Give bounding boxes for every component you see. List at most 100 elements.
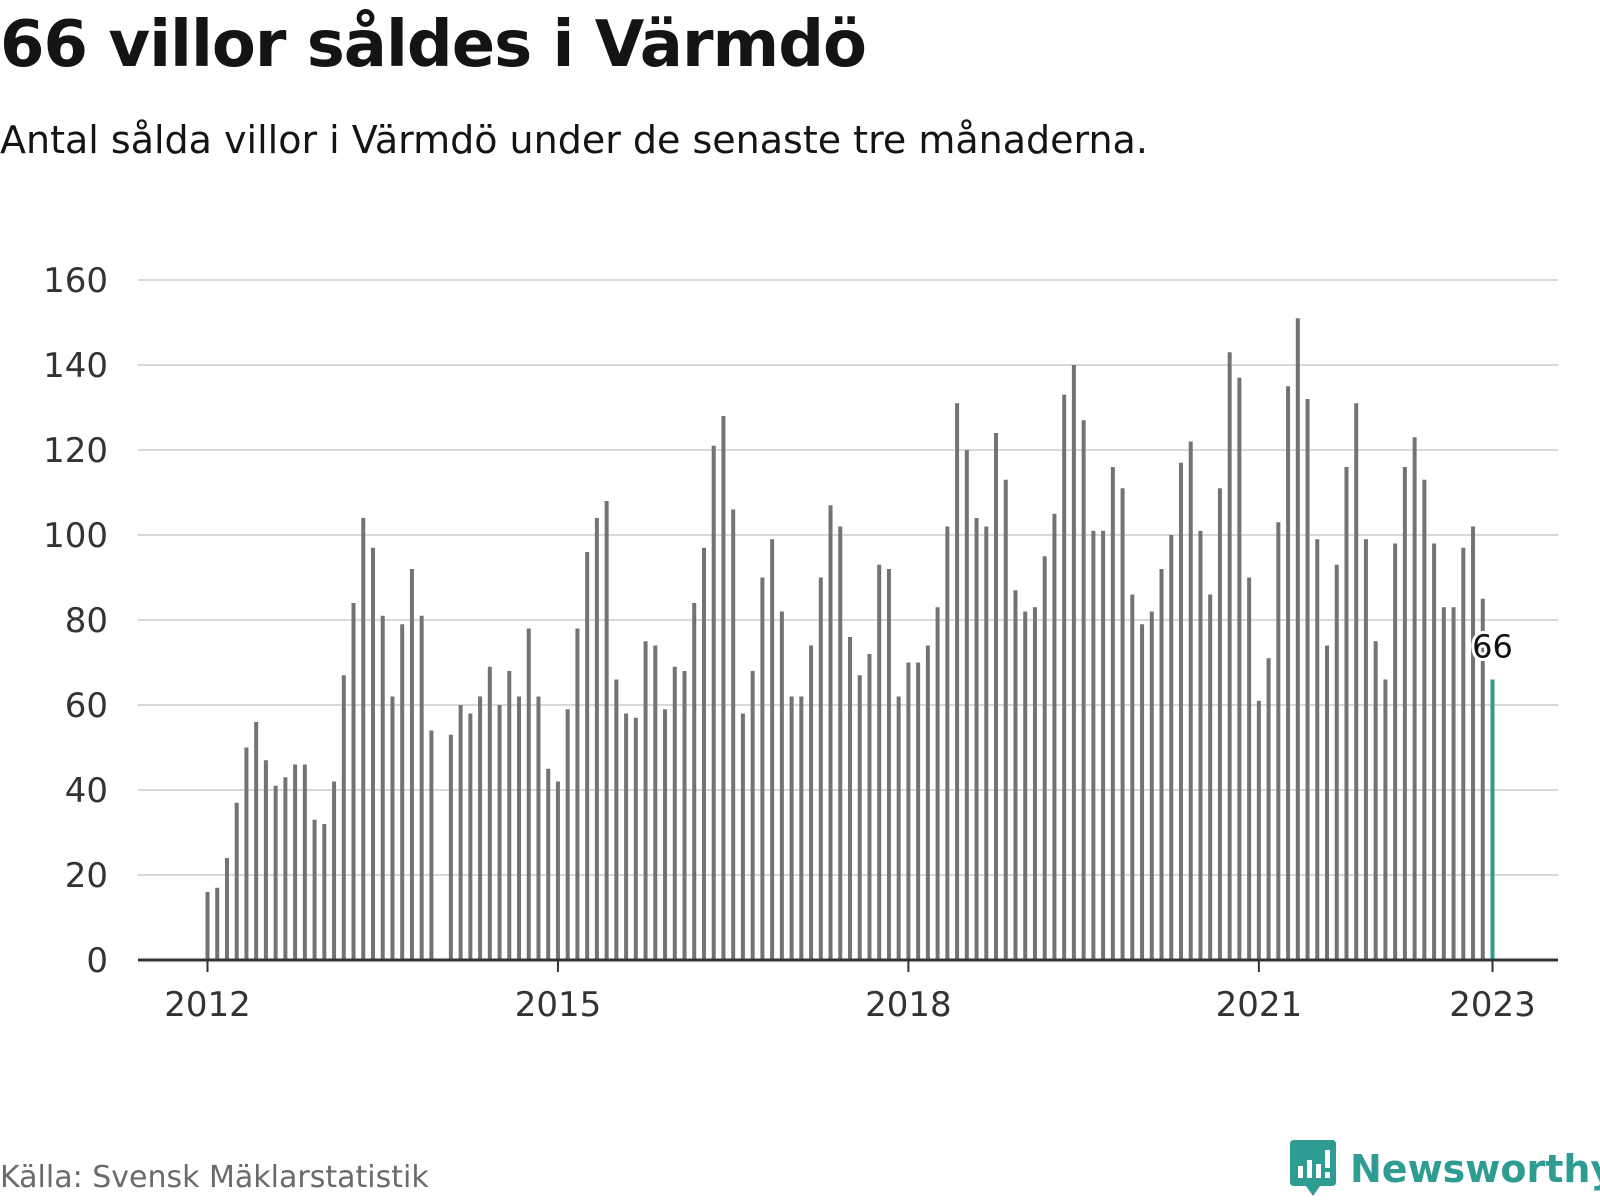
bar <box>1286 386 1291 960</box>
bar <box>585 552 590 960</box>
x-tick-label: 2023 <box>1449 985 1536 1025</box>
bar <box>351 603 356 960</box>
bar <box>828 505 833 960</box>
bars <box>205 318 1495 960</box>
bar <box>1071 365 1076 960</box>
bar <box>1198 530 1203 960</box>
bar <box>555 781 560 960</box>
y-tick-label: 140 <box>43 346 108 386</box>
x-tick-label: 2021 <box>1216 985 1303 1025</box>
bar <box>1383 679 1388 960</box>
bar <box>886 569 891 960</box>
bar <box>1120 488 1125 960</box>
bar <box>1159 569 1164 960</box>
bar-highlight <box>1490 679 1495 960</box>
bar-chart-speech-bubble-icon <box>1290 1140 1336 1196</box>
bar <box>497 705 502 960</box>
bar <box>1451 607 1456 960</box>
bar <box>1110 467 1115 960</box>
bar <box>546 768 551 960</box>
chart-subtitle: Antal sålda villor i Värmdö under de sen… <box>0 118 1148 162</box>
bar <box>1266 658 1271 960</box>
bar <box>1344 467 1349 960</box>
bar <box>1432 543 1437 960</box>
bar <box>1178 462 1183 960</box>
bar <box>809 645 814 960</box>
bar <box>1169 535 1174 960</box>
bar <box>653 645 658 960</box>
bar <box>770 539 775 960</box>
bar <box>1237 377 1242 960</box>
bar <box>1032 607 1037 960</box>
bar <box>779 611 784 960</box>
bar <box>244 747 249 960</box>
bar <box>916 662 921 960</box>
bar <box>507 671 512 960</box>
bar <box>1315 539 1320 960</box>
bar <box>1441 607 1446 960</box>
bar <box>1188 441 1193 960</box>
bar <box>517 696 522 960</box>
bar <box>721 416 726 960</box>
bar <box>701 547 706 960</box>
bar <box>984 526 989 960</box>
bar <box>906 662 911 960</box>
source-note: Källa: Svensk Mäklarstatistik <box>0 1160 429 1195</box>
bar <box>1363 539 1368 960</box>
x-tick-label: 2012 <box>164 985 251 1025</box>
bar <box>1373 641 1378 960</box>
bar <box>1480 598 1485 960</box>
brand-logo[interactable]: Newsworthy <box>1290 1140 1600 1198</box>
y-axis-tick-labels: 0 20 40 60 80 100 120 140 160 <box>43 261 108 981</box>
bar <box>594 518 599 960</box>
bar <box>332 781 337 960</box>
y-tick-label: 20 <box>65 856 108 896</box>
bar <box>682 671 687 960</box>
y-tick-label: 160 <box>43 261 108 301</box>
bar <box>731 509 736 960</box>
bar <box>935 607 940 960</box>
bar <box>1461 547 1466 960</box>
bar <box>234 802 239 960</box>
y-tick-label: 0 <box>86 941 108 981</box>
bar <box>390 696 395 960</box>
bar <box>624 713 629 960</box>
x-tick-label: 2018 <box>865 985 952 1025</box>
bar <box>361 518 366 960</box>
y-tick-label: 60 <box>65 686 108 726</box>
bar <box>945 526 950 960</box>
bar <box>224 858 229 960</box>
bar <box>663 709 668 960</box>
y-tick-label: 100 <box>43 516 108 556</box>
y-tick-label: 120 <box>43 431 108 471</box>
bar <box>1013 590 1018 960</box>
bar <box>215 887 220 960</box>
bar <box>1217 488 1222 960</box>
bar <box>380 615 385 960</box>
bar <box>536 696 541 960</box>
bar <box>302 764 307 960</box>
brand-name: Newsworthy <box>1350 1147 1600 1191</box>
highlight-value-label: 66 <box>1472 628 1513 666</box>
bar <box>341 675 346 960</box>
chart-title: 66 villor såldes i Värmdö <box>0 8 867 82</box>
bar <box>293 764 298 960</box>
bar <box>468 713 473 960</box>
bar <box>263 760 268 960</box>
bar <box>1276 522 1281 960</box>
bar <box>1402 467 1407 960</box>
bar <box>370 547 375 960</box>
bar <box>419 615 424 960</box>
annotations: 66 <box>1469 625 1516 669</box>
x-axis-tick-labels: 2012 2015 2018 2021 2023 <box>164 960 1536 1025</box>
bar <box>526 628 531 960</box>
bar <box>487 666 492 960</box>
x-tick-label: 2015 <box>515 985 602 1025</box>
bar <box>1471 526 1476 960</box>
bar <box>1354 403 1359 960</box>
bar <box>604 501 609 960</box>
bar <box>448 734 453 960</box>
y-tick-label: 40 <box>65 771 108 811</box>
bar <box>205 892 210 960</box>
